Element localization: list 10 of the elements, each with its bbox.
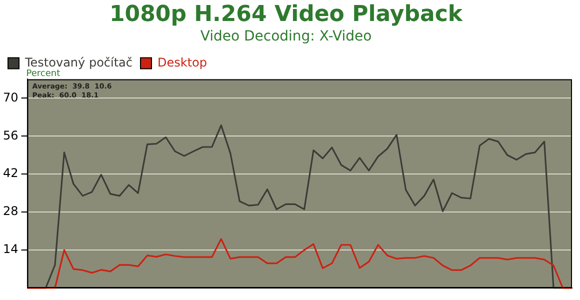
legend-label: Testovaný počítač xyxy=(24,55,132,70)
y-tick-label: 56 xyxy=(2,128,18,142)
y-tick-label: 28 xyxy=(2,204,18,218)
y-tick-label: 70 xyxy=(2,90,18,104)
chart-subtitle: Video Decoding: X-Video xyxy=(200,28,372,44)
y-tick-label: 14 xyxy=(2,242,18,256)
y-tick-label: 42 xyxy=(2,166,18,180)
chart-title: 1080p H.264 Video Playback xyxy=(109,2,464,27)
legend-label: Desktop xyxy=(157,55,207,70)
y-axis-title: Percent xyxy=(26,69,61,80)
